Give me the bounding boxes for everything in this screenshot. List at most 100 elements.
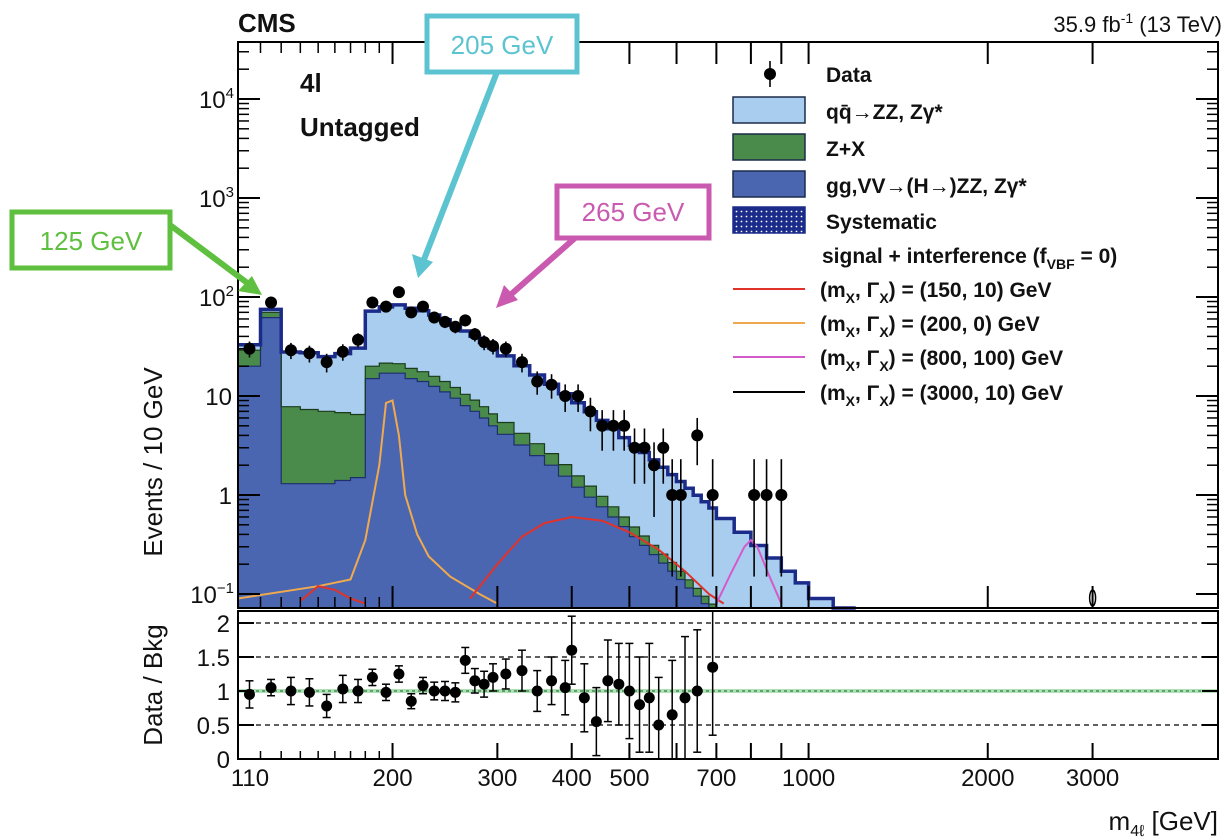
y-tick-base: 10 — [205, 384, 232, 411]
channel-label: 4l — [300, 68, 322, 98]
data-marker — [284, 344, 297, 357]
ratio-marker — [613, 678, 625, 690]
data-point — [392, 286, 405, 299]
main-frame — [237, 41, 1219, 609]
data-marker — [638, 441, 651, 454]
ratio-point — [679, 635, 691, 760]
legend-entry: Systematic — [732, 206, 937, 234]
data-point — [499, 341, 512, 358]
ratio-marker — [590, 716, 602, 728]
data-marker — [666, 489, 679, 501]
ratio-point — [405, 692, 417, 710]
data-point — [531, 371, 544, 395]
data-marker — [416, 300, 429, 313]
ratio-marker — [366, 671, 378, 683]
x-tick-label: 500 — [609, 765, 649, 792]
data-marker — [265, 296, 278, 309]
zx-fill — [238, 312, 856, 608]
callout-205-arrow — [420, 70, 500, 264]
legend-signal-header-main: signal + interference (f — [822, 245, 1048, 268]
data-point — [468, 328, 481, 342]
data-marker — [336, 345, 349, 358]
data-marker — [531, 375, 544, 388]
legend-systematic-swatch — [732, 206, 806, 234]
ratio-y-tick-label: 0 — [217, 747, 230, 774]
x-axis-label-unit: [GeV] — [1144, 806, 1218, 836]
data-marker — [607, 419, 620, 432]
data-point — [584, 397, 597, 432]
ratio-marker — [653, 719, 665, 731]
data-marker — [584, 405, 597, 418]
data-point — [748, 459, 761, 577]
y-tick-base: 10 — [199, 87, 226, 114]
data-marker — [628, 441, 641, 454]
x-tick-label: 700 — [696, 765, 736, 792]
ratio-point — [321, 693, 333, 719]
legend: Data qq̄→ZZ, Zγ* Z+X gg,VV→(H→)ZZ, Zγ* Syste… — [732, 61, 1117, 409]
ratio-point — [303, 678, 315, 707]
x-tick-label: 300 — [477, 765, 517, 792]
ratio-panel: 0 0.5 1 1.5 2 110 200 300 400 500 700 1000 2000 3000 — [197, 610, 1219, 792]
ratio-point — [449, 682, 461, 703]
data-point — [265, 296, 278, 309]
ratio-marker — [337, 683, 349, 695]
x-ticks-main — [259, 42, 1094, 608]
data-marker — [449, 320, 462, 333]
legend-signal-text: (m — [820, 382, 846, 405]
lumi-prefix: 35.9 fb — [1053, 12, 1120, 37]
callout-265: 265 GeV — [496, 183, 712, 308]
ratio-marker — [679, 692, 691, 704]
legend-label: gg,VV→(H→)ZZ, Zγ* — [826, 175, 1027, 198]
ratio-marker — [285, 685, 297, 697]
data-point — [243, 341, 256, 358]
data-point — [515, 353, 528, 373]
legend-entry: gg,VV→(H→)ZZ, Zγ* — [732, 170, 1027, 198]
y-tick-base: 1 — [219, 483, 232, 510]
ratio-marker — [634, 699, 646, 711]
callout-125-text: 125 GeV — [40, 226, 143, 256]
data-marker — [428, 311, 441, 324]
lumi-label: 35.9 fb-1 (13 TeV) — [1053, 10, 1222, 37]
legend-signal-subscript: X — [846, 290, 856, 306]
ratio-marker — [428, 685, 440, 697]
legend-signal-text: , Γ — [855, 382, 880, 405]
callout-125: 125 GeV — [9, 209, 262, 295]
signal-curve-0 — [237, 399, 498, 605]
callout-265-arrowhead — [496, 285, 518, 308]
legend-label: Systematic — [826, 211, 937, 234]
ratio-point — [707, 610, 719, 736]
ratio-marker — [578, 692, 590, 704]
ratio-point — [566, 615, 578, 685]
ratio-point — [500, 658, 512, 690]
legend-signal-label: (mX, ΓX) = (3000, 10) GeV — [820, 382, 1063, 409]
ratio-point — [439, 680, 451, 702]
y-tick-base: 10 — [199, 285, 226, 312]
ratio-marker — [469, 675, 481, 687]
ratio-marker — [321, 700, 333, 712]
zx-outline — [238, 311, 856, 609]
data-point — [284, 342, 297, 360]
x-tick-label: 1000 — [782, 765, 835, 792]
ratio-marker — [303, 686, 315, 698]
legend-signal-text: (m — [820, 313, 846, 336]
data-point — [657, 428, 670, 484]
ratio-point — [428, 681, 440, 701]
data-point — [428, 311, 441, 324]
data-marker — [545, 378, 558, 391]
signal-curve-3 — [715, 538, 783, 605]
legend-signal-label: (mX, ΓX) = (800, 100) GeV — [820, 347, 1063, 374]
y-ticks-ratio: 0 0.5 1 1.5 2 — [197, 611, 1218, 774]
y-tick-label: 102 — [199, 283, 234, 312]
ratio-point — [380, 683, 392, 702]
data-point — [648, 442, 661, 517]
legend-label: Z+X — [826, 138, 865, 161]
ratio-marker — [459, 654, 471, 666]
signal-curve-2 — [469, 515, 725, 605]
legend-signal-entry: (mX, ΓX) = (150, 10) GeV — [733, 279, 1052, 306]
ggzz-outline — [238, 317, 856, 609]
data-marker — [657, 441, 670, 454]
data-point — [416, 300, 429, 313]
legend-signal-entry: (mX, ΓX) = (3000, 10) GeV — [733, 382, 1063, 409]
category-label: Untagged — [300, 112, 420, 142]
